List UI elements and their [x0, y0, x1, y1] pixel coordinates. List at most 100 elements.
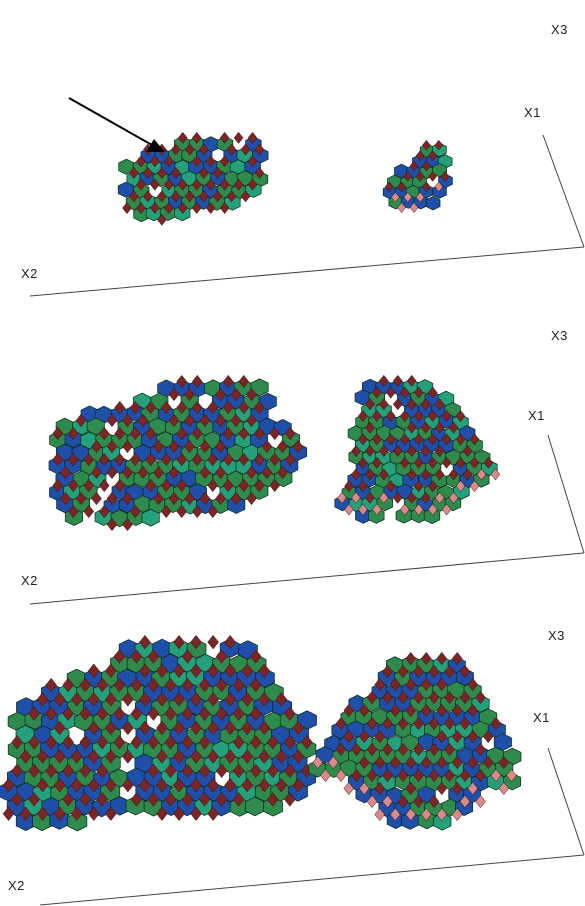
- rhombus-facet: [105, 663, 117, 678]
- rhombus-facet: [62, 706, 74, 721]
- rhombus-facet: [19, 806, 32, 821]
- rhombus-facet: [392, 445, 403, 458]
- axis-frame: [39, 747, 585, 906]
- rhombus-facet: [113, 706, 126, 721]
- rhombus-facet: [60, 465, 71, 480]
- rhombus-facet: [277, 439, 288, 454]
- rhombus-facet: [428, 150, 437, 161]
- rhombus-facet: [337, 491, 347, 504]
- rhombus-facet: [171, 190, 181, 203]
- rhombus-facet: [113, 649, 126, 664]
- crystal-cluster: [48, 374, 308, 532]
- rhombus-facet: [275, 749, 288, 764]
- rhombus-facet: [96, 792, 109, 807]
- rhombus-facet: [399, 503, 410, 516]
- rhombus-facet: [475, 794, 486, 809]
- rhombus-facet: [498, 781, 510, 796]
- rhombus-facet: [190, 692, 202, 707]
- rhombus-facet: [19, 749, 32, 764]
- rhombus-facet: [164, 677, 177, 693]
- rhombus-facet: [267, 792, 279, 807]
- rhombus-facet: [87, 777, 100, 793]
- hexagon-facet: [250, 378, 269, 397]
- rhombus-facet: [406, 468, 417, 481]
- rhombus-facet: [156, 777, 168, 793]
- rhombus-facet: [130, 735, 143, 750]
- rhombus-facet: [459, 664, 471, 679]
- rhombus-facet: [246, 465, 257, 480]
- rhombus-facet: [129, 504, 141, 519]
- rhombus-facet: [177, 178, 188, 191]
- rhombus-facet: [136, 155, 146, 168]
- rhombus-facet: [415, 171, 425, 182]
- rhombus-facet: [403, 191, 413, 203]
- rhombus-facet: [129, 190, 139, 203]
- rhombus-facet: [379, 491, 389, 504]
- rhombus-facet: [184, 190, 195, 203]
- rhombus-facet: [207, 720, 219, 736]
- rhombus-facet: [168, 465, 180, 480]
- rhombus-facet: [79, 677, 92, 693]
- rhombus-facet: [62, 763, 74, 779]
- rhombus-facet: [258, 749, 271, 764]
- rhombus-facet: [428, 664, 440, 679]
- rhombus-facet: [413, 503, 424, 516]
- rhombus-facet: [312, 755, 324, 770]
- rhombus-facet: [70, 777, 83, 793]
- rhombus-facet: [427, 386, 438, 399]
- rhombus-facet: [427, 433, 438, 446]
- rhombus-facet: [70, 692, 83, 707]
- rhombus-facet: [420, 677, 432, 692]
- rhombus-facet: [254, 143, 265, 156]
- rhombus-facet: [232, 792, 245, 807]
- rhombus-facet: [372, 503, 382, 516]
- rhombus-facet: [444, 690, 455, 705]
- rhombus-facet: [374, 729, 386, 744]
- rhombus-facet: [207, 634, 219, 650]
- rhombus-facet: [413, 742, 424, 757]
- rhombus-facet: [191, 400, 203, 415]
- rhombus-facet: [11, 763, 23, 779]
- rhombus-facet: [198, 143, 209, 156]
- axis-frame: [29, 134, 585, 297]
- rhombus-facet: [475, 742, 486, 757]
- rhombus-facet: [157, 213, 167, 226]
- rhombus-facet: [96, 735, 109, 750]
- rhombus-facet: [436, 729, 448, 744]
- rhombus-facet: [253, 426, 265, 441]
- rhombus-facet: [382, 716, 393, 731]
- rhombus-facet: [164, 763, 177, 779]
- rhombus-facet: [238, 478, 250, 493]
- rhombus-facet: [139, 692, 151, 707]
- rhombus-facet: [45, 706, 57, 721]
- rhombus-facet: [52, 426, 64, 441]
- rhombus-facet: [476, 468, 487, 481]
- rhombus-facet: [136, 178, 146, 191]
- rhombus-facet: [379, 468, 389, 481]
- rhombus-facet: [190, 663, 202, 678]
- rhombus-facet: [153, 465, 164, 480]
- rhombus-facet: [156, 692, 168, 707]
- crystal-cluster: [382, 139, 453, 213]
- rhombus-facet: [198, 677, 211, 693]
- rhombus-facet: [36, 692, 49, 707]
- rhombus-facet: [207, 400, 219, 415]
- rhombus-facet: [292, 749, 305, 764]
- rhombus-facet: [284, 735, 296, 750]
- rhombus-facet: [444, 768, 455, 783]
- rhombus-facet: [191, 452, 203, 467]
- rhombus-facet: [212, 166, 223, 179]
- rhombus-facet: [215, 413, 226, 428]
- rhombus-facet: [176, 374, 188, 389]
- rhombus-facet: [459, 794, 471, 809]
- rhombus-facet: [427, 456, 438, 469]
- rhombus-facet: [215, 465, 226, 480]
- rhombus-facet: [441, 433, 452, 446]
- rhombus-facet: [389, 677, 401, 692]
- hexagon-facet: [263, 797, 283, 817]
- rhombus-facet: [181, 706, 194, 721]
- rhombus-facet: [405, 781, 417, 796]
- rhombus-facet: [113, 735, 126, 750]
- rhombus-facet: [420, 445, 431, 458]
- rhombus-facet: [358, 729, 370, 744]
